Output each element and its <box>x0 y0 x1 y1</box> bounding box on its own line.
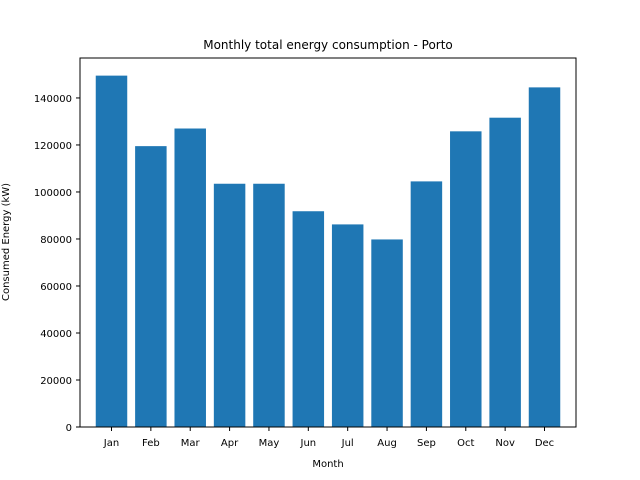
chart-title: Monthly total energy consumption - Porto <box>203 38 453 52</box>
x-tick-label-dec: Dec <box>535 438 554 449</box>
x-axis-ticks: Jan Feb Mar Apr May Jun Jul Aug Sep Oct Nov Dec <box>103 427 554 449</box>
bar-sep <box>410 181 443 427</box>
x-tick-label-jul: Jul <box>341 438 354 449</box>
y-tick-label-100000: 100000 <box>34 188 72 199</box>
y-tick-label-0: 0 <box>66 423 72 434</box>
x-tick-label-sep: Sep <box>417 438 436 449</box>
y-axis-ticks: 0 20000 40000 60000 80000 100000 120000 140000 <box>34 94 80 434</box>
bar-jul <box>331 224 364 427</box>
x-axis-label: Month <box>312 459 343 470</box>
bars-group <box>95 75 561 428</box>
x-tick-label-may: May <box>259 438 280 449</box>
bar-jun <box>292 211 325 427</box>
bar-mar <box>174 128 206 427</box>
bar-jan <box>95 75 128 428</box>
y-tick-label-80000: 80000 <box>40 235 72 246</box>
bar-feb <box>135 146 167 427</box>
bar-nov <box>489 117 521 427</box>
bar-apr <box>213 183 246 427</box>
bar-oct <box>450 131 482 427</box>
x-tick-label-jun: Jun <box>300 438 317 449</box>
bar-aug <box>371 239 403 427</box>
x-tick-label-apr: Apr <box>221 438 239 449</box>
x-tick-label-aug: Aug <box>377 438 397 449</box>
y-tick-label-140000: 140000 <box>34 94 72 105</box>
bar-dec <box>528 87 561 428</box>
y-tick-label-60000: 60000 <box>40 282 72 293</box>
plot-frame <box>79 57 577 428</box>
y-tick-label-120000: 120000 <box>34 141 72 152</box>
x-tick-label-oct: Oct <box>457 438 474 449</box>
y-axis-label: Consumed Energy (kW) <box>1 183 12 301</box>
y-tick-label-20000: 20000 <box>40 376 72 387</box>
bar-may <box>253 183 285 427</box>
x-tick-label-feb: Feb <box>142 438 160 449</box>
x-tick-label-mar: Mar <box>181 438 201 449</box>
x-tick-label-nov: Nov <box>495 438 515 449</box>
y-tick-label-40000: 40000 <box>40 329 72 340</box>
x-tick-label-jan: Jan <box>103 438 119 449</box>
